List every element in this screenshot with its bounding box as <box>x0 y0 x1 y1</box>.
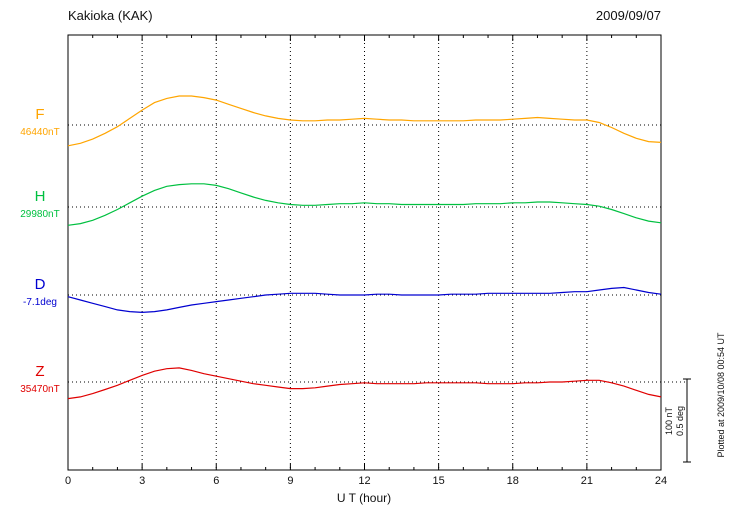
plot-frame <box>67 34 662 471</box>
x-tick-label: 9 <box>287 475 294 487</box>
scalebar-label: 100 nT 0.5 deg <box>664 376 686 466</box>
x-tick-label: 21 <box>580 475 593 487</box>
series-label-h: H <box>34 188 46 205</box>
x-tick-label: 15 <box>432 475 445 487</box>
series-baseline-z: 35470nT <box>20 384 60 395</box>
trace-f <box>67 95 662 147</box>
trace-d <box>67 286 662 314</box>
series-baseline-h: 29980nT <box>20 209 60 220</box>
x-tick-label: 18 <box>506 475 519 487</box>
plotted-at-note: Plotted at 2009/10/08 00:54 UT <box>716 332 726 458</box>
x-tick-label: 24 <box>654 475 668 487</box>
page-title: Kakioka (KAK) <box>68 8 153 23</box>
series-label-d: D <box>34 276 46 293</box>
series-baseline-d: -7.1deg <box>23 297 57 308</box>
x-tick-label: 3 <box>139 475 146 487</box>
x-tick-label: 0 <box>64 475 72 487</box>
trace-z <box>67 367 662 400</box>
series-label-z: Z <box>35 363 45 380</box>
series-label-f: F <box>35 106 45 123</box>
date-label: 2009/09/07 <box>595 8 661 23</box>
scalebar-label-deg: 0.5 deg <box>675 405 685 437</box>
series-baseline-f: 46440nT <box>20 127 60 138</box>
trace-h <box>67 183 662 226</box>
scalebar-label-nt: 100 nT <box>664 406 674 436</box>
x-axis-label: U T (hour) <box>336 491 392 505</box>
x-tick-label: 6 <box>213 475 220 487</box>
x-tick-label: 12 <box>358 475 371 487</box>
